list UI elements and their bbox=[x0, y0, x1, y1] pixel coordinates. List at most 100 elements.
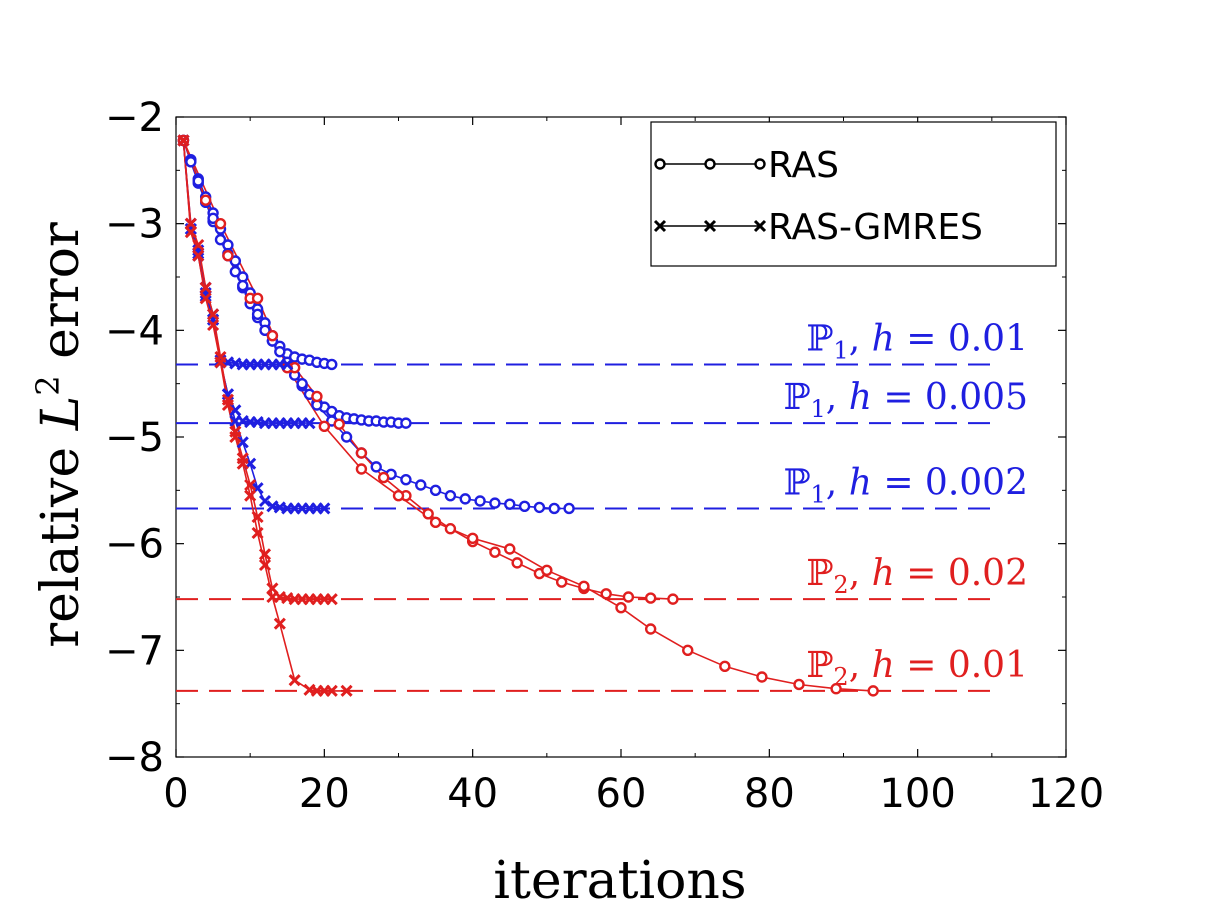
y-axis-title-pre: relative bbox=[31, 430, 91, 647]
y-tick-label: −6 bbox=[105, 522, 164, 568]
x-tick-label: 120 bbox=[1028, 771, 1104, 817]
data-point bbox=[251, 292, 264, 305]
data-point bbox=[192, 175, 204, 187]
data-point bbox=[229, 255, 242, 267]
data-point bbox=[355, 447, 368, 459]
data-point bbox=[326, 358, 338, 371]
data-point bbox=[400, 417, 412, 429]
legend-marker bbox=[653, 219, 667, 233]
data-point bbox=[644, 592, 657, 604]
data-point bbox=[474, 495, 486, 507]
data-point bbox=[207, 308, 220, 321]
data-point bbox=[258, 548, 272, 561]
y-axis-title-sup: 2 bbox=[29, 375, 67, 395]
legend-marker bbox=[704, 158, 716, 170]
data-point bbox=[266, 590, 279, 604]
data-point bbox=[830, 683, 842, 695]
legend-label: RAS bbox=[768, 145, 839, 186]
reference-label: ℙ1, h = 0.005 bbox=[783, 377, 1028, 423]
data-point bbox=[258, 558, 272, 572]
data-point bbox=[192, 238, 205, 252]
legend-label: RAS-GMRES bbox=[768, 207, 983, 248]
y-axis-title-post: error bbox=[31, 222, 91, 375]
data-point bbox=[251, 526, 264, 540]
data-point bbox=[311, 390, 323, 403]
data-point bbox=[504, 498, 516, 510]
y-tick-label: −7 bbox=[105, 628, 164, 674]
y-tick-label: −5 bbox=[105, 415, 164, 461]
data-point bbox=[333, 418, 345, 430]
data-point bbox=[400, 473, 412, 486]
data-point bbox=[266, 329, 279, 342]
data-point bbox=[318, 502, 331, 515]
data-point bbox=[466, 532, 479, 545]
x-tick-label: 100 bbox=[879, 771, 955, 817]
data-point bbox=[429, 484, 442, 497]
reference-label: ℙ2, h = 0.02 bbox=[806, 553, 1028, 599]
data-point bbox=[422, 508, 434, 520]
data-point bbox=[644, 623, 657, 635]
data-point bbox=[207, 212, 219, 225]
reference-label: ℙ2, h = 0.01 bbox=[806, 645, 1028, 691]
data-point bbox=[489, 546, 501, 558]
data-point bbox=[251, 510, 264, 524]
data-point bbox=[199, 194, 212, 206]
reference-label: ℙ1, h = 0.002 bbox=[783, 462, 1028, 508]
x-tick-label: 20 bbox=[299, 771, 350, 817]
axis-ticks bbox=[175, 116, 1067, 758]
data-point bbox=[184, 226, 197, 239]
data-point bbox=[563, 502, 575, 515]
data-point bbox=[274, 345, 286, 358]
data-point bbox=[682, 644, 694, 657]
data-point bbox=[251, 308, 264, 321]
data-point bbox=[244, 489, 257, 502]
data-point bbox=[325, 684, 338, 697]
data-point bbox=[415, 479, 427, 491]
y-tick-label: −2 bbox=[105, 95, 164, 141]
data-point bbox=[229, 265, 242, 278]
data-point bbox=[370, 461, 382, 473]
data-point bbox=[340, 431, 353, 443]
x-tick-label: 60 bbox=[596, 771, 647, 817]
data-point bbox=[867, 685, 879, 697]
data-point bbox=[504, 543, 516, 555]
data-point bbox=[214, 356, 227, 369]
data-point bbox=[355, 463, 368, 475]
x-tick-label: 80 bbox=[744, 771, 795, 817]
data-point bbox=[318, 420, 331, 433]
y-tick-label: −4 bbox=[105, 308, 164, 354]
data-point bbox=[207, 318, 220, 332]
reference-labels: ℙ1, h = 0.01 ℙ1, h = 0.005 ℙ1, h = 0.002 ℙ2… bbox=[783, 318, 1028, 690]
data-point bbox=[281, 358, 294, 371]
data-point bbox=[214, 217, 227, 230]
data-point bbox=[273, 617, 286, 630]
data-point bbox=[177, 134, 190, 147]
data-point bbox=[199, 292, 212, 305]
data-point bbox=[325, 593, 338, 606]
data-point bbox=[222, 249, 234, 262]
data-point bbox=[237, 279, 249, 292]
legend-marker bbox=[754, 158, 766, 170]
data-point bbox=[600, 588, 612, 600]
data-point bbox=[377, 471, 390, 484]
data-point bbox=[288, 674, 301, 687]
legend-box bbox=[650, 121, 1057, 267]
legend-marker bbox=[654, 158, 666, 170]
data-point bbox=[511, 557, 523, 569]
data-point bbox=[192, 249, 205, 262]
data-point bbox=[392, 489, 405, 502]
data-point bbox=[444, 489, 457, 502]
data-point bbox=[259, 324, 271, 337]
data-point bbox=[518, 500, 531, 513]
data-point bbox=[793, 678, 805, 691]
data-point bbox=[429, 516, 442, 529]
data-point bbox=[244, 478, 257, 492]
series-line bbox=[182, 140, 332, 366]
legend-marker bbox=[753, 219, 767, 233]
data-point bbox=[489, 497, 501, 509]
data-point bbox=[578, 580, 590, 593]
y-tick-label: −3 bbox=[105, 202, 164, 248]
data-point bbox=[229, 414, 242, 428]
data-point bbox=[444, 523, 457, 535]
